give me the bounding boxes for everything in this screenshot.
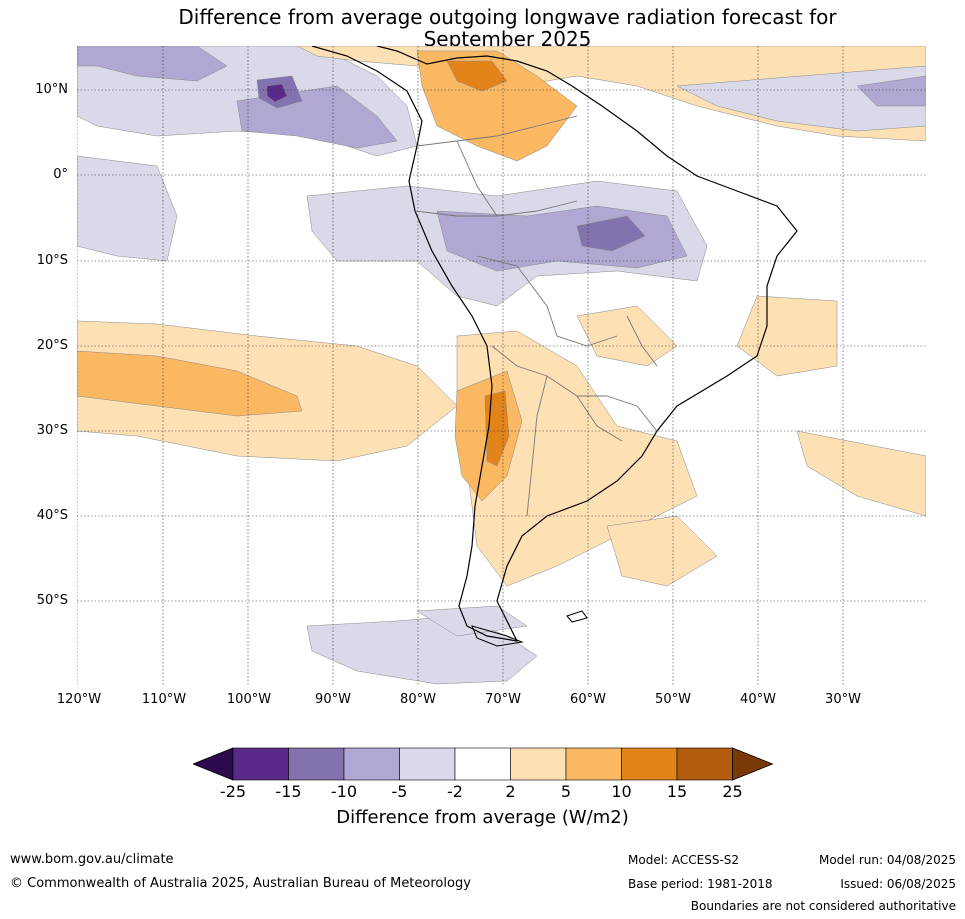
anomaly-pos-south-atlantic-mid: [606, 515, 718, 587]
colorbar-swatch-2: [343, 747, 400, 781]
colorbar-swatch-4: [454, 747, 511, 781]
colorbar-swatch-3: [399, 747, 456, 781]
map-canvas: [77, 46, 926, 685]
colorbar-tick-label: -2: [447, 782, 463, 801]
colorbar-swatch-0: [232, 747, 289, 781]
anomaly-neg-atlantic-core: [856, 75, 926, 107]
issued-text: Issued: 06/08/2025: [840, 877, 956, 891]
colorbar-tick-label: -5: [391, 782, 408, 801]
colorbar-tick-label: 5: [560, 782, 572, 801]
colorbar-tick-label: 10: [611, 782, 632, 801]
anomaly-pos-south-atlantic-east: [796, 430, 926, 517]
tierra-del-fuego: [471, 625, 524, 647]
colorbar-tick-label: 15: [666, 782, 688, 801]
colorbar-swatch-1: [288, 747, 345, 781]
graticule: [77, 46, 926, 685]
title-line-2: September 2025: [423, 27, 592, 51]
disclaimer-text: Boundaries are not considered authoritat…: [690, 899, 956, 913]
lat-label-50s: 50°S: [36, 593, 68, 608]
base-period-text: Base period: 1981-2018: [628, 877, 773, 891]
title-line-1: Difference from average outgoing longwav…: [178, 5, 837, 29]
lat-label-20s: 20°S: [36, 338, 68, 353]
map-panel: [77, 46, 926, 685]
lon-label-90w: 90°W: [315, 692, 351, 707]
anomaly-pos-north-strong: [446, 60, 508, 92]
copyright-text: © Commonwealth of Australia 2025, Austra…: [10, 876, 471, 891]
colorbar-tick-label: 2: [505, 782, 516, 801]
lat-label-10n: 10°N: [35, 82, 68, 97]
colorbar-swatch-7: [621, 747, 678, 781]
colorbar-tick-label: -25: [219, 782, 247, 801]
anomaly-neg-east-pacific-peak: [266, 83, 288, 103]
lon-label-80w: 80°W: [400, 692, 436, 707]
anomaly-neg-atlantic-north: [676, 65, 926, 132]
falkland-islands: [566, 610, 588, 623]
lon-label-70w: 70°W: [485, 692, 521, 707]
lon-label-110w: 110°W: [141, 692, 187, 707]
colorbar-swatch-8: [676, 747, 733, 781]
lat-label-30s: 30°S: [36, 423, 68, 438]
model-run-text: Model run: 04/08/2025: [818, 853, 956, 867]
colorbar-swatch-5: [510, 747, 567, 781]
anomaly-pos-south-pacific-core: [77, 350, 303, 417]
colorbar-over-arrow: [732, 747, 773, 781]
anomaly-pos-andes-strong: [484, 390, 510, 467]
colorbar-tick-label: 25: [722, 782, 743, 801]
lon-label-40w: 40°W: [740, 692, 776, 707]
anomaly-neg-equatorial-pacific: [77, 155, 178, 262]
model-text: Model: ACCESS-S2: [628, 853, 740, 867]
lon-label-30w: 30°W: [825, 692, 861, 707]
colorbar-tick-label: -10: [330, 782, 358, 801]
lon-label-60w: 60°W: [570, 692, 606, 707]
map-title: Difference from average outgoing longwav…: [0, 6, 965, 50]
colorbar-tick-label: -15: [275, 782, 302, 801]
anomaly-neg-north-pacific-core: [77, 46, 228, 82]
anomaly-pos-brazil-east: [576, 305, 678, 367]
website-link[interactable]: www.bom.gov.au/climate: [10, 852, 174, 867]
colorbar-under-arrow: [193, 747, 234, 781]
lon-label-50w: 50°W: [655, 692, 691, 707]
colorbar: [193, 747, 773, 781]
anomaly-neg-amazon-strong: [576, 215, 646, 252]
lat-label-10s: 10°S: [36, 253, 68, 268]
anomaly-neg-southern-ocean-east: [416, 605, 528, 637]
lat-label-40s: 40°S: [36, 508, 68, 523]
lat-label-0: 0°: [53, 167, 68, 182]
lon-label-120w: 120°W: [56, 692, 102, 707]
anomaly-pos-south-atlantic: [736, 295, 838, 377]
colorbar-swatch-6: [565, 747, 622, 781]
lon-label-100w: 100°W: [226, 692, 272, 707]
colorbar-label: Difference from average (W/m2): [336, 807, 629, 828]
